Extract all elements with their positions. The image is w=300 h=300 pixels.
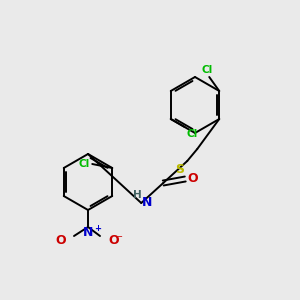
Text: Cl: Cl — [202, 65, 213, 75]
Text: S: S — [175, 163, 184, 176]
Text: ⁻: ⁻ — [116, 234, 122, 244]
Text: N: N — [83, 226, 93, 239]
Text: Cl: Cl — [187, 129, 198, 139]
Text: O: O — [56, 233, 66, 247]
Text: N: N — [142, 196, 153, 209]
Text: O: O — [187, 172, 198, 185]
Text: H: H — [134, 190, 142, 200]
Text: O: O — [108, 233, 119, 247]
Text: Cl: Cl — [79, 159, 90, 169]
Text: +: + — [94, 224, 101, 233]
